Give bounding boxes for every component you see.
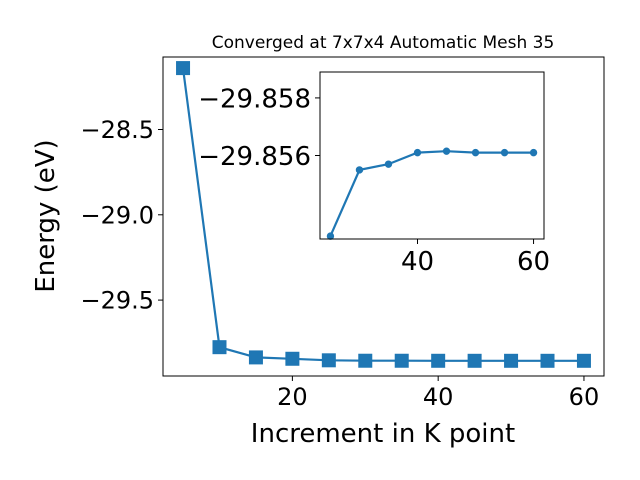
main-data-point <box>540 353 555 368</box>
main-data-point <box>358 353 373 368</box>
main-data-point <box>394 353 409 368</box>
inset-axes: 40 60 −29.856 −29.858 <box>198 71 550 277</box>
inset-plot-area <box>326 147 538 240</box>
inset-data-point <box>384 160 393 168</box>
inset-data-point <box>442 147 451 155</box>
main-y-tick-label: −29.0 <box>80 201 154 229</box>
inset-data-point <box>471 148 480 157</box>
main-axes-frame <box>162 56 605 377</box>
main-x-tick-label: 60 <box>569 383 600 411</box>
main-y-tick-label: −29.5 <box>80 287 154 315</box>
inset-y-tick-label: −29.858 <box>198 84 311 114</box>
inset-data-point <box>529 148 538 157</box>
main-axes: 20 40 60 −28.5 −29.0 −29.5 Converged at 7x7x… <box>31 33 605 449</box>
main-data-point <box>321 353 336 368</box>
chart-title: Converged at 7x7x4 Automatic Mesh 35 <box>212 33 555 53</box>
main-data-point <box>504 353 519 368</box>
inset-x-tick-label: 40 <box>401 247 434 277</box>
main-y-ticks: −28.5 −29.0 −29.5 <box>80 116 163 315</box>
inset-series-line <box>329 150 534 237</box>
main-x-tick-label: 40 <box>423 383 454 411</box>
x-axis-label: Increment in K point <box>251 419 515 449</box>
main-data-point <box>467 353 482 368</box>
inset-x-tick-label: 60 <box>517 247 550 277</box>
main-plot-area <box>176 61 591 368</box>
inset-data-point <box>500 148 509 157</box>
inset-x-ticks: 40 60 <box>401 239 550 277</box>
main-x-tick-label: 20 <box>277 383 308 411</box>
main-y-tick-label: −28.5 <box>80 116 154 144</box>
main-data-point <box>248 350 263 365</box>
inset-data-point <box>355 166 364 174</box>
main-data-point <box>285 351 300 366</box>
inset-data-point <box>413 148 422 157</box>
main-data-point <box>576 353 591 368</box>
main-x-ticks: 20 40 60 <box>277 376 599 411</box>
main-data-point <box>176 61 191 76</box>
inset-background <box>320 72 544 239</box>
inset-y-ticks: −29.856 −29.858 <box>198 84 320 172</box>
inset-data-point <box>326 232 335 240</box>
inset-y-tick-label: −29.856 <box>198 142 311 172</box>
y-axis-label: Energy (eV) <box>31 139 61 292</box>
main-data-point <box>431 353 446 368</box>
main-data-point <box>212 340 227 355</box>
